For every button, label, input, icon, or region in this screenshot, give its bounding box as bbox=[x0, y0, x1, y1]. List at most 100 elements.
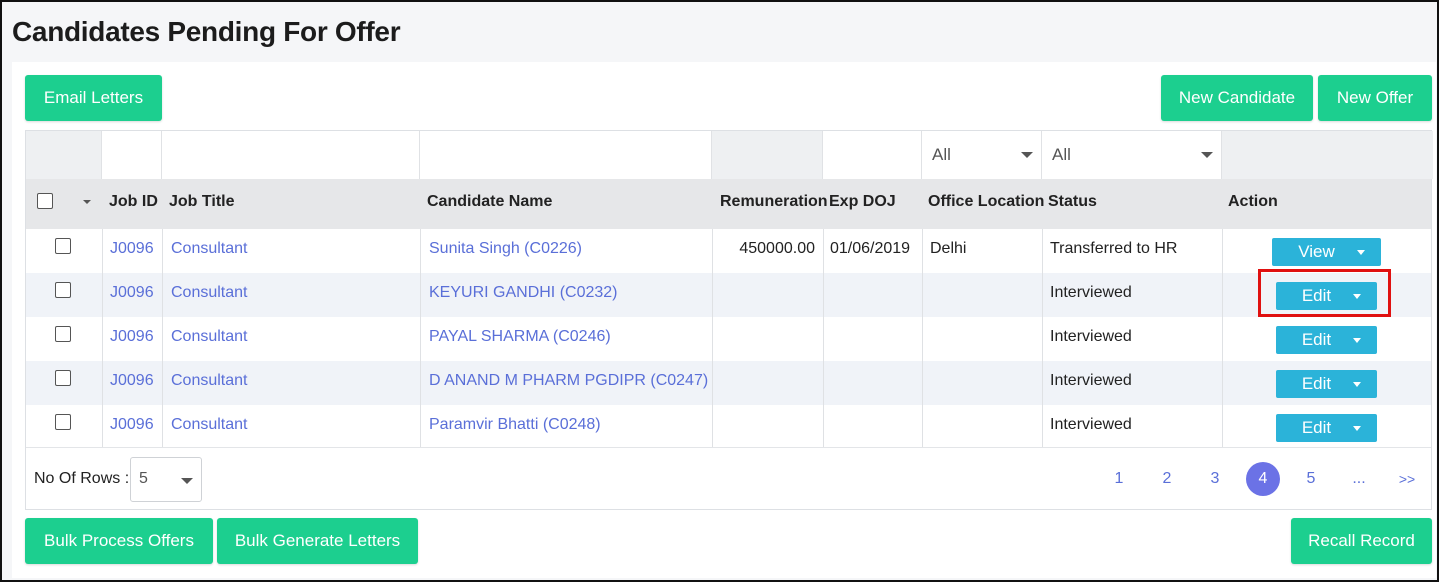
job-id-link[interactable]: J0096 bbox=[110, 416, 154, 433]
edit-button-label: Edit bbox=[1301, 330, 1332, 349]
job-title-link[interactable]: Consultant bbox=[171, 240, 248, 257]
job-title-link[interactable]: Consultant bbox=[171, 372, 248, 389]
new-offer-button[interactable]: New Offer bbox=[1318, 75, 1432, 121]
job-title-link[interactable]: Consultant bbox=[171, 328, 248, 345]
view-button-label: View bbox=[1298, 242, 1335, 261]
column-divider bbox=[420, 229, 421, 447]
status-value: Interviewed bbox=[1050, 416, 1132, 433]
column-header-job-title[interactable]: Job Title bbox=[169, 193, 235, 210]
column-header-status[interactable]: Status bbox=[1048, 193, 1097, 210]
column-divider bbox=[1042, 229, 1043, 447]
candidate-name-link[interactable]: Sunita Singh (C0226) bbox=[429, 240, 582, 257]
filter-job-title[interactable] bbox=[162, 131, 420, 179]
filter-job-id[interactable] bbox=[102, 131, 162, 179]
caret-down-icon[interactable] bbox=[83, 200, 91, 204]
job-id-link[interactable]: J0096 bbox=[110, 284, 154, 301]
rows-per-page-select[interactable]: 5 bbox=[130, 457, 202, 502]
rows-per-page-value: 5 bbox=[139, 470, 148, 487]
edit-button-label: Edit bbox=[1301, 286, 1332, 305]
filter-cell-remuneration bbox=[712, 131, 823, 179]
filter-cell-select bbox=[26, 131, 102, 179]
edit-button[interactable]: Edit bbox=[1276, 282, 1377, 310]
column-divider bbox=[102, 229, 103, 447]
status-value: Interviewed bbox=[1050, 328, 1132, 345]
column-divider bbox=[712, 229, 713, 447]
page-1[interactable]: 1 bbox=[1114, 470, 1124, 487]
job-title-link[interactable]: Consultant bbox=[171, 416, 248, 433]
row-checkbox[interactable] bbox=[55, 414, 71, 430]
edit-button[interactable]: Edit bbox=[1276, 414, 1377, 442]
next-pages-link[interactable]: >> bbox=[1398, 471, 1416, 487]
status-filter[interactable]: All bbox=[1042, 131, 1222, 179]
status-filter-value: All bbox=[1052, 145, 1071, 164]
column-divider bbox=[823, 229, 824, 447]
filter-candidate-name[interactable] bbox=[420, 131, 712, 179]
column-divider bbox=[162, 229, 163, 447]
chevron-down-icon bbox=[181, 478, 193, 484]
column-header-remuneration[interactable]: Remuneration bbox=[720, 193, 828, 210]
recall-record-button[interactable]: Recall Record bbox=[1291, 518, 1432, 564]
caret-down-icon[interactable] bbox=[1357, 249, 1365, 255]
edit-button[interactable]: Edit bbox=[1276, 326, 1377, 354]
table-row: J0096 Consultant Sunita Singh (C0226) 45… bbox=[26, 229, 1431, 273]
edit-button-label: Edit bbox=[1301, 374, 1332, 393]
table-row: J0096 Consultant D ANAND M PHARM PGDIPR … bbox=[26, 361, 1431, 405]
table-row: J0096 Consultant KEYURI GANDHI (C0232) I… bbox=[26, 273, 1431, 317]
table-row: J0096 Consultant PAYAL SHARMA (C0246) In… bbox=[26, 317, 1431, 361]
candidate-name-link[interactable]: KEYURI GANDHI (C0232) bbox=[429, 284, 618, 301]
candidate-name-link[interactable]: Paramvir Bhatti (C0248) bbox=[429, 416, 601, 433]
filter-exp-doj[interactable] bbox=[823, 131, 922, 179]
office-location-filter-value: All bbox=[932, 145, 951, 164]
page-3[interactable]: 3 bbox=[1210, 470, 1220, 487]
select-all-checkbox[interactable] bbox=[37, 193, 53, 209]
job-id-link[interactable]: J0096 bbox=[110, 372, 154, 389]
grid-footer: No Of Rows : 5 1 2 3 4 5 ... >> bbox=[26, 447, 1431, 509]
row-checkbox[interactable] bbox=[55, 370, 71, 386]
column-divider bbox=[1222, 229, 1223, 447]
column-divider bbox=[922, 229, 923, 447]
caret-down-icon[interactable] bbox=[1353, 425, 1361, 431]
job-id-link[interactable]: J0096 bbox=[110, 240, 154, 257]
status-value: Interviewed bbox=[1050, 372, 1132, 389]
view-button[interactable]: View bbox=[1272, 238, 1381, 266]
edit-button[interactable]: Edit bbox=[1276, 370, 1377, 398]
chevron-down-icon bbox=[1201, 152, 1213, 158]
page-4-current[interactable]: 4 bbox=[1246, 462, 1280, 496]
caret-down-icon[interactable] bbox=[1353, 293, 1361, 299]
column-header-candidate-name[interactable]: Candidate Name bbox=[427, 193, 553, 210]
candidate-name-link[interactable]: D ANAND M PHARM PGDIPR (C0247) bbox=[429, 372, 709, 389]
row-checkbox[interactable] bbox=[55, 282, 71, 298]
email-letters-button[interactable]: Email Letters bbox=[25, 75, 162, 121]
table-row: J0096 Consultant Paramvir Bhatti (C0248)… bbox=[26, 405, 1431, 449]
rows-per-page-label: No Of Rows : bbox=[34, 470, 130, 487]
column-header-job-id[interactable]: Job ID bbox=[109, 193, 158, 210]
page-ellipsis[interactable]: ... bbox=[1352, 470, 1366, 487]
page-title: Candidates Pending For Offer bbox=[12, 16, 401, 47]
job-id-link[interactable]: J0096 bbox=[110, 328, 154, 345]
page-5[interactable]: 5 bbox=[1306, 470, 1316, 487]
edit-button-label: Edit bbox=[1301, 418, 1332, 437]
caret-down-icon[interactable] bbox=[1353, 381, 1361, 387]
exp-doj-value: 01/06/2019 bbox=[830, 240, 911, 257]
status-value: Transferred to HR bbox=[1050, 240, 1178, 257]
column-header-exp-doj[interactable]: Exp DOJ bbox=[829, 193, 896, 210]
candidate-name-link[interactable]: PAYAL SHARMA (C0246) bbox=[429, 328, 611, 345]
row-checkbox[interactable] bbox=[55, 238, 71, 254]
new-candidate-button[interactable]: New Candidate bbox=[1161, 75, 1313, 121]
bulk-process-offers-button[interactable]: Bulk Process Offers bbox=[25, 518, 213, 564]
page-2[interactable]: 2 bbox=[1162, 470, 1172, 487]
column-header-office-location[interactable]: Office Location bbox=[928, 193, 1045, 210]
status-value: Interviewed bbox=[1050, 284, 1132, 301]
office-location-filter[interactable]: All bbox=[922, 131, 1042, 179]
table-header: Job ID Job Title Candidate Name Remunera… bbox=[26, 179, 1431, 229]
filter-cell-action bbox=[1222, 131, 1433, 179]
caret-down-icon[interactable] bbox=[1353, 337, 1361, 343]
bulk-generate-letters-button[interactable]: Bulk Generate Letters bbox=[217, 518, 418, 564]
remuneration-value: 450000.00 bbox=[739, 240, 815, 257]
highlight-box bbox=[1258, 269, 1391, 317]
row-checkbox[interactable] bbox=[55, 326, 71, 342]
column-header-action: Action bbox=[1228, 193, 1278, 210]
office-location-value: Delhi bbox=[930, 240, 967, 257]
job-title-link[interactable]: Consultant bbox=[171, 284, 248, 301]
candidates-grid: All All Job ID Job Title Candidate Name … bbox=[25, 130, 1433, 510]
